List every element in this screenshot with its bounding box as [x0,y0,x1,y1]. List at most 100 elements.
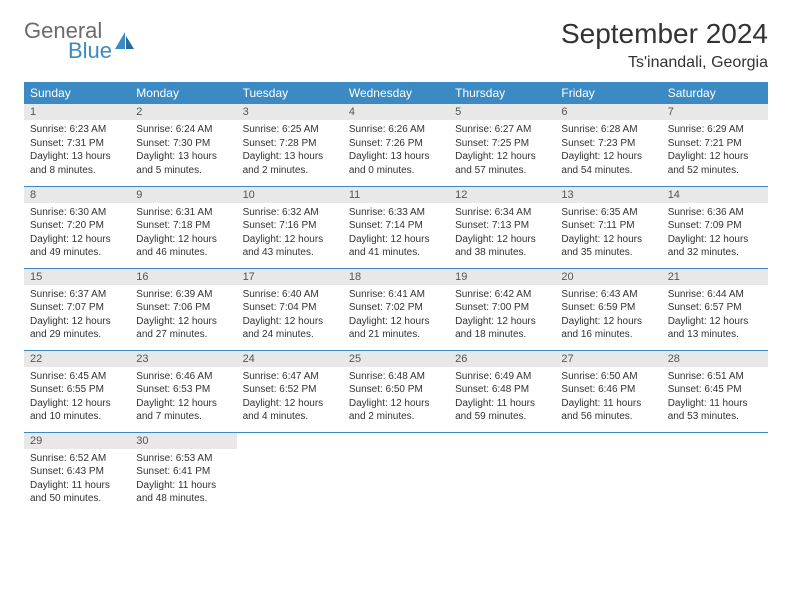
sunset-line: Sunset: 7:09 PM [668,219,762,233]
calendar-row: 8Sunrise: 6:30 AMSunset: 7:20 PMDaylight… [24,186,768,268]
day-number: 7 [662,104,768,120]
day-number: 22 [24,351,130,367]
day-body: Sunrise: 6:24 AMSunset: 7:30 PMDaylight:… [130,120,236,180]
day-number: 20 [555,269,661,285]
sunset-line: Sunset: 7:23 PM [561,137,655,151]
sunrise-line: Sunrise: 6:41 AM [349,288,443,302]
day-body: Sunrise: 6:35 AMSunset: 7:11 PMDaylight:… [555,203,661,263]
day-body: Sunrise: 6:53 AMSunset: 6:41 PMDaylight:… [130,449,236,509]
calendar-cell: 17Sunrise: 6:40 AMSunset: 7:04 PMDayligh… [237,268,343,350]
day-body: Sunrise: 6:52 AMSunset: 6:43 PMDaylight:… [24,449,130,509]
day-body: Sunrise: 6:42 AMSunset: 7:00 PMDaylight:… [449,285,555,345]
day-body: Sunrise: 6:43 AMSunset: 6:59 PMDaylight:… [555,285,661,345]
sunrise-line: Sunrise: 6:49 AM [455,370,549,384]
sunset-line: Sunset: 7:02 PM [349,301,443,315]
daylight-line: Daylight: 12 hours and 46 minutes. [136,233,230,260]
calendar-cell: 22Sunrise: 6:45 AMSunset: 6:55 PMDayligh… [24,350,130,432]
sunset-line: Sunset: 7:28 PM [243,137,337,151]
daylight-line: Daylight: 12 hours and 29 minutes. [30,315,124,342]
calendar-cell: 13Sunrise: 6:35 AMSunset: 7:11 PMDayligh… [555,186,661,268]
title-block: September 2024 Ts'inandali, Georgia [561,18,768,72]
daylight-line: Daylight: 12 hours and 43 minutes. [243,233,337,260]
sunrise-line: Sunrise: 6:37 AM [30,288,124,302]
day-header-row: Sunday Monday Tuesday Wednesday Thursday… [24,82,768,104]
day-number: 23 [130,351,236,367]
sunrise-line: Sunrise: 6:40 AM [243,288,337,302]
calendar-cell: 2Sunrise: 6:24 AMSunset: 7:30 PMDaylight… [130,104,236,186]
day-number: 2 [130,104,236,120]
sunrise-line: Sunrise: 6:36 AM [668,206,762,220]
daylight-line: Daylight: 12 hours and 38 minutes. [455,233,549,260]
day-body: Sunrise: 6:50 AMSunset: 6:46 PMDaylight:… [555,367,661,427]
day-body: Sunrise: 6:29 AMSunset: 7:21 PMDaylight:… [662,120,768,180]
day-number: 26 [449,351,555,367]
sunrise-line: Sunrise: 6:47 AM [243,370,337,384]
sail-icon [114,31,136,56]
calendar-cell [555,432,661,514]
day-number: 13 [555,187,661,203]
day-body: Sunrise: 6:33 AMSunset: 7:14 PMDaylight:… [343,203,449,263]
calendar-cell: 4Sunrise: 6:26 AMSunset: 7:26 PMDaylight… [343,104,449,186]
calendar-cell: 20Sunrise: 6:43 AMSunset: 6:59 PMDayligh… [555,268,661,350]
day-header: Monday [130,82,236,104]
day-body: Sunrise: 6:48 AMSunset: 6:50 PMDaylight:… [343,367,449,427]
header: General Blue September 2024 Ts'inandali,… [24,18,768,72]
sunset-line: Sunset: 6:45 PM [668,383,762,397]
calendar-row: 15Sunrise: 6:37 AMSunset: 7:07 PMDayligh… [24,268,768,350]
day-number: 29 [24,433,130,449]
calendar-row: 22Sunrise: 6:45 AMSunset: 6:55 PMDayligh… [24,350,768,432]
calendar-cell: 26Sunrise: 6:49 AMSunset: 6:48 PMDayligh… [449,350,555,432]
logo-text-blue: Blue [68,38,112,64]
calendar-cell: 1Sunrise: 6:23 AMSunset: 7:31 PMDaylight… [24,104,130,186]
day-number: 15 [24,269,130,285]
day-body: Sunrise: 6:40 AMSunset: 7:04 PMDaylight:… [237,285,343,345]
location: Ts'inandali, Georgia [561,54,768,72]
sunrise-line: Sunrise: 6:52 AM [30,452,124,466]
sunset-line: Sunset: 6:52 PM [243,383,337,397]
day-header: Friday [555,82,661,104]
calendar-row: 29Sunrise: 6:52 AMSunset: 6:43 PMDayligh… [24,432,768,514]
sunrise-line: Sunrise: 6:26 AM [349,123,443,137]
day-number: 12 [449,187,555,203]
calendar-cell: 19Sunrise: 6:42 AMSunset: 7:00 PMDayligh… [449,268,555,350]
calendar-cell: 3Sunrise: 6:25 AMSunset: 7:28 PMDaylight… [237,104,343,186]
sunset-line: Sunset: 6:48 PM [455,383,549,397]
sunrise-line: Sunrise: 6:33 AM [349,206,443,220]
day-body: Sunrise: 6:23 AMSunset: 7:31 PMDaylight:… [24,120,130,180]
sunset-line: Sunset: 7:14 PM [349,219,443,233]
sunset-line: Sunset: 6:53 PM [136,383,230,397]
daylight-line: Daylight: 11 hours and 48 minutes. [136,479,230,506]
day-number: 11 [343,187,449,203]
sunset-line: Sunset: 6:41 PM [136,465,230,479]
sunrise-line: Sunrise: 6:45 AM [30,370,124,384]
sunset-line: Sunset: 6:59 PM [561,301,655,315]
sunrise-line: Sunrise: 6:46 AM [136,370,230,384]
day-number: 3 [237,104,343,120]
calendar-cell: 11Sunrise: 6:33 AMSunset: 7:14 PMDayligh… [343,186,449,268]
calendar-cell: 23Sunrise: 6:46 AMSunset: 6:53 PMDayligh… [130,350,236,432]
calendar-cell: 24Sunrise: 6:47 AMSunset: 6:52 PMDayligh… [237,350,343,432]
sunrise-line: Sunrise: 6:53 AM [136,452,230,466]
sunset-line: Sunset: 7:20 PM [30,219,124,233]
daylight-line: Daylight: 12 hours and 41 minutes. [349,233,443,260]
day-body: Sunrise: 6:31 AMSunset: 7:18 PMDaylight:… [130,203,236,263]
day-body: Sunrise: 6:44 AMSunset: 6:57 PMDaylight:… [662,285,768,345]
sunrise-line: Sunrise: 6:30 AM [30,206,124,220]
calendar-cell: 18Sunrise: 6:41 AMSunset: 7:02 PMDayligh… [343,268,449,350]
sunrise-line: Sunrise: 6:35 AM [561,206,655,220]
day-body: Sunrise: 6:49 AMSunset: 6:48 PMDaylight:… [449,367,555,427]
sunset-line: Sunset: 7:31 PM [30,137,124,151]
day-body: Sunrise: 6:36 AMSunset: 7:09 PMDaylight:… [662,203,768,263]
calendar-cell: 25Sunrise: 6:48 AMSunset: 6:50 PMDayligh… [343,350,449,432]
day-header: Saturday [662,82,768,104]
calendar-cell: 28Sunrise: 6:51 AMSunset: 6:45 PMDayligh… [662,350,768,432]
day-body: Sunrise: 6:39 AMSunset: 7:06 PMDaylight:… [130,285,236,345]
daylight-line: Daylight: 12 hours and 2 minutes. [349,397,443,424]
day-number: 24 [237,351,343,367]
calendar-cell: 12Sunrise: 6:34 AMSunset: 7:13 PMDayligh… [449,186,555,268]
daylight-line: Daylight: 12 hours and 32 minutes. [668,233,762,260]
sunrise-line: Sunrise: 6:51 AM [668,370,762,384]
daylight-line: Daylight: 12 hours and 24 minutes. [243,315,337,342]
calendar-cell [237,432,343,514]
day-header: Sunday [24,82,130,104]
